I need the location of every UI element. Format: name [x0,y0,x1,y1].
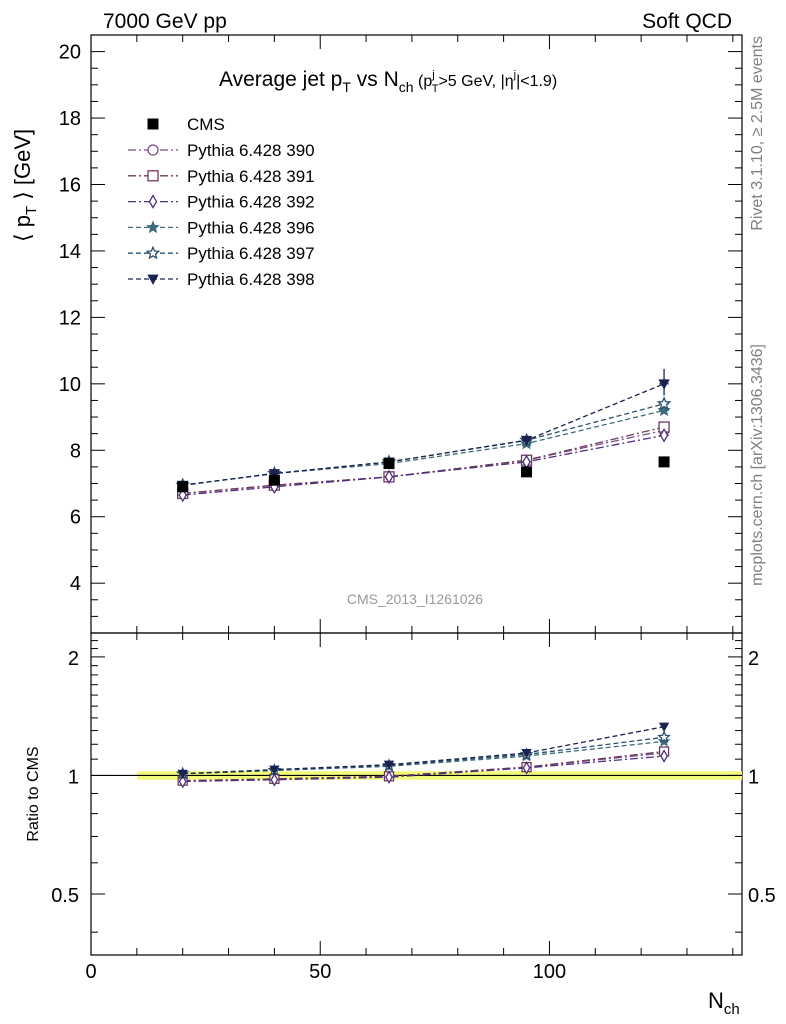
marker-triangle [520,435,533,447]
marker-triangle [658,722,670,733]
ratio-y-tick-label: 1 [68,766,79,788]
ratio-series-line [182,755,665,783]
ratio-y-tick-label: 0.5 [51,885,79,907]
legend-label: Pythia 6.428 397 [187,244,315,263]
ratio-y-tick-label-right: 2 [748,648,759,670]
legend-label-cms: CMS [187,115,225,134]
marker-diamond [660,749,668,763]
main-axis-ticks: 4 6 8 10 12 14 16 18 20 [59,34,742,633]
marker-triangle [177,769,188,780]
ratio-series-line [182,726,665,775]
marker-triangle [521,749,532,759]
series-line [182,426,665,495]
x-tick-label: 0 [85,961,96,983]
ratio-series-line [182,736,665,775]
legend-label: Pythia 6.428 391 [187,167,315,186]
data-point-cms [658,456,670,468]
y-tick-label: 16 [59,175,81,197]
legend: CMS Pythia 6.428 390 Pythia 6.428 391 Pythi… [128,115,315,289]
marker-diamond [659,428,669,443]
y-tick-label: 8 [70,440,81,462]
ratio-panel-frame [90,632,743,956]
y-tick-label: 14 [59,241,81,263]
series-line [182,429,665,495]
marker-star-open [145,245,161,260]
header-right: Soft QCD [642,10,732,33]
y-tick-label: 4 [70,573,81,595]
data-point-cms [177,481,189,493]
marker-diamond [148,194,158,209]
y-tick-label: 20 [59,42,81,64]
header-left: 7000 GeV pp [103,10,227,33]
marker-square [147,170,159,182]
y-tick-label: 6 [70,507,81,529]
data-point-cms [521,466,533,478]
legend-symbol-cms [147,118,159,130]
legend-label: Pythia 6.428 392 [187,193,315,212]
y-tick-label: 18 [59,108,81,130]
marker-star-open [657,730,671,744]
main-series-group [175,368,672,503]
y-axis-label: ⟨ pT ⟩ [GeV] [10,129,40,242]
marker-star [657,403,671,417]
marker-triangle [383,760,395,771]
mcplots-label: mcplots.cern.ch [arXiv:1306.3436] [749,344,766,586]
ratio-series-group [175,722,671,789]
marker-diamond [178,774,187,789]
x-axis-label: Nch [708,988,740,1018]
data-point-cms [268,474,280,486]
rivet-version-label: Rivet 3.1.10, ≥ 2.5M events [749,36,766,231]
legend-label: Pythia 6.428 390 [187,141,315,160]
marker-triangle [147,274,159,285]
ratio-y-tick-label-right: 0.5 [748,885,776,907]
analysis-id-label: CMS_2013_I1261026 [347,591,483,607]
series-line [182,409,665,486]
ratio-series-line [182,750,665,782]
ratio-y-tick-label-right: 1 [748,766,759,788]
series-line [182,403,665,486]
marker-diamond [385,770,393,784]
series-line [182,383,665,486]
ratio-axis-ticks: 0.5 0.5 1 1 2 2 0 50 100 [51,633,776,983]
ratio-y-axis-label: Ratio to CMS [25,746,42,841]
x-tick-label: 50 [309,961,331,983]
marker-star-open [656,396,672,410]
legend-label: Pythia 6.428 396 [187,218,315,237]
ratio-uncertainty-band [91,771,742,780]
y-tick-label: 12 [59,307,81,329]
marker-star [657,734,671,747]
chart-title: Average jet pT vs Nch (pj T>5 GeV, |ηj|<1… [219,68,557,95]
ratio-y-tick-label: 2 [68,648,79,670]
marker-diamond [384,469,394,485]
x-tick-label: 100 [533,961,566,983]
legend-label: Pythia 6.428 398 [187,270,315,289]
marker-diamond [522,761,531,775]
marker-star [146,220,160,234]
y-tick-label: 10 [59,374,81,396]
marker-circle [147,144,159,156]
marker-diamond [270,772,279,787]
marker-triangle [269,765,280,775]
data-point-cms [383,458,395,470]
marker-triangle [268,469,281,480]
